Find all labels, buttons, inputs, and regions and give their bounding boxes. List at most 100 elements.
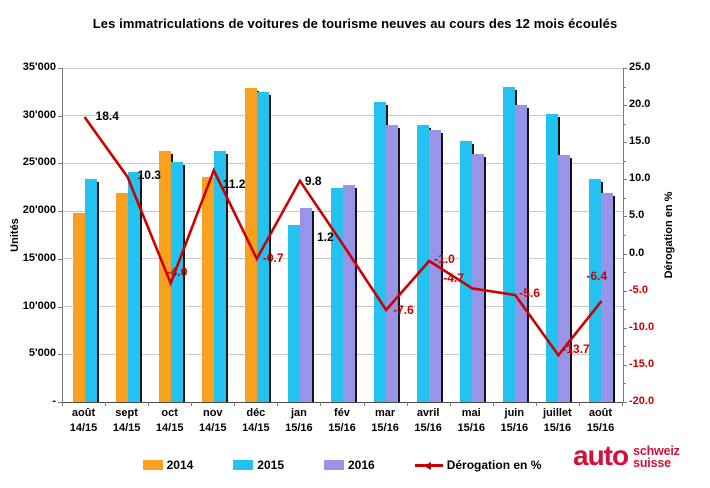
legend-label: Dérogation en % bbox=[446, 458, 542, 472]
x-category-month: mai bbox=[461, 407, 481, 419]
bar-group bbox=[451, 141, 494, 402]
x-category-year: 14/15 bbox=[155, 422, 184, 434]
legend-line-icon bbox=[414, 460, 443, 470]
y-right-minor-tick bbox=[623, 272, 626, 274]
x-category-year: 14/15 bbox=[112, 422, 141, 434]
bar-group bbox=[494, 87, 537, 402]
bar-2015-jan bbox=[287, 225, 300, 402]
derogation-point-label: -4.7 bbox=[443, 271, 464, 286]
x-axis-tick bbox=[148, 402, 150, 406]
derogation-point-label: -0.7 bbox=[262, 250, 284, 265]
y-right-axis-title: Dérogation en % bbox=[663, 191, 675, 279]
legend-label: 2015 bbox=[257, 458, 284, 472]
bar-2016-jan bbox=[299, 208, 312, 402]
bar-group bbox=[106, 172, 149, 402]
x-category-label: mar 15/16 bbox=[364, 406, 407, 436]
x-category-year: 14/15 bbox=[198, 422, 227, 434]
bar-2016-fév bbox=[342, 185, 355, 402]
x-category-month: nov bbox=[202, 407, 223, 419]
bar-2015-août bbox=[589, 178, 602, 402]
x-category-year: 15/16 bbox=[543, 422, 572, 434]
y-right-tick-label: -5.0 bbox=[629, 283, 648, 296]
logo: auto schweiz suisse bbox=[573, 440, 680, 471]
y-left-tick-label: 15'000 bbox=[22, 251, 56, 264]
y-left-tick-label: 35'000 bbox=[22, 61, 56, 73]
x-category-year: 15/16 bbox=[457, 422, 485, 434]
x-axis-tick bbox=[234, 402, 236, 406]
y-right-tick-label: 5.0 bbox=[629, 209, 645, 222]
bar-2015-juin bbox=[503, 87, 516, 402]
bar-2014-sept bbox=[115, 193, 128, 402]
logo-suisse: suisse bbox=[633, 455, 671, 470]
y-right-tick bbox=[623, 68, 627, 69]
derogation-point-label: 18.4 bbox=[95, 108, 119, 123]
bar-2016-juillet bbox=[558, 154, 571, 402]
x-axis-tick bbox=[62, 402, 63, 406]
bar-2015-août bbox=[84, 178, 97, 402]
y-left-tick-label: 25'000 bbox=[22, 156, 56, 169]
logo-wordmark: auto bbox=[573, 440, 629, 471]
x-category-month: oct bbox=[161, 407, 178, 419]
y-left-tick-label: 20'000 bbox=[22, 204, 56, 217]
x-axis-tick bbox=[320, 402, 322, 406]
derogation-line bbox=[83, 116, 603, 358]
bar-group bbox=[365, 102, 408, 402]
derogation-point-label: 10.3 bbox=[137, 168, 161, 183]
y-right-tick bbox=[623, 327, 627, 329]
y-left-tick bbox=[58, 115, 62, 117]
y-left-tick bbox=[58, 68, 62, 69]
bar-2016-mai bbox=[472, 153, 485, 402]
x-category-month: juin bbox=[504, 407, 525, 419]
derogation-point-label: -1.0 bbox=[434, 251, 455, 266]
bar-2016-juin bbox=[515, 105, 528, 402]
x-axis-tick bbox=[535, 402, 537, 406]
bar-group bbox=[537, 113, 580, 402]
bar-2015-mai bbox=[460, 141, 473, 402]
y-right-minor-tick bbox=[623, 86, 626, 88]
x-category-year: 15/16 bbox=[328, 422, 356, 434]
bar-group bbox=[278, 208, 321, 402]
legend-item-2015: 2015 bbox=[233, 458, 284, 472]
y-right-tick-label: -10.0 bbox=[629, 320, 655, 333]
legend-item-dérogation-en-%: Dérogation en % bbox=[414, 458, 542, 472]
y-left-tick-label: 10'000 bbox=[22, 299, 56, 312]
bar-2016-mar bbox=[386, 125, 399, 402]
legend-swatch bbox=[142, 460, 163, 470]
y-right-tick bbox=[623, 105, 627, 107]
derogation-point-label: -13.7 bbox=[562, 342, 590, 357]
x-category-label: juin 15/16 bbox=[493, 406, 536, 436]
y-right-tick bbox=[623, 216, 627, 218]
derogation-point-label: -4.0 bbox=[166, 265, 188, 280]
x-category-year: 15/16 bbox=[586, 422, 615, 434]
x-category-year: 14/15 bbox=[242, 422, 270, 434]
y-right-tick bbox=[623, 142, 627, 144]
y-left-tick bbox=[58, 163, 62, 165]
chart-title: Les immatriculations de voitures de tour… bbox=[92, 16, 618, 31]
derogation-point-label: 11.2 bbox=[222, 177, 246, 192]
x-category-year: 15/16 bbox=[285, 422, 313, 434]
x-category-month: août bbox=[71, 407, 96, 419]
y-right-tick-label: -20.0 bbox=[629, 395, 655, 407]
x-category-label: fév 15/16 bbox=[320, 406, 363, 436]
legend: 2014 2015 2016 Dérogation en % bbox=[62, 456, 622, 474]
y-right-minor-tick bbox=[623, 160, 626, 162]
y-left-tick bbox=[58, 306, 62, 308]
y-left-tick-label: - bbox=[52, 395, 56, 407]
gridline bbox=[63, 162, 623, 164]
x-axis-tick bbox=[622, 402, 623, 406]
x-category-label: sept 14/15 bbox=[105, 406, 148, 436]
gridline bbox=[63, 68, 623, 69]
y-left-axis-title: Unités bbox=[9, 218, 21, 252]
y-right-tick-label: -15.0 bbox=[629, 357, 655, 370]
bar-2015-juillet bbox=[546, 113, 559, 402]
legend-item-2016: 2016 bbox=[324, 458, 375, 472]
y-right-tick-label: 0.0 bbox=[629, 246, 645, 259]
bar-group bbox=[192, 151, 235, 402]
y-left-tick-label: 30'000 bbox=[22, 108, 56, 121]
bar-2014-nov bbox=[201, 176, 214, 402]
x-category-label: nov 14/15 bbox=[191, 406, 234, 436]
x-category-year: 15/16 bbox=[414, 422, 442, 434]
derogation-point-label: 9.8 bbox=[304, 173, 322, 188]
bar-group bbox=[580, 178, 623, 402]
